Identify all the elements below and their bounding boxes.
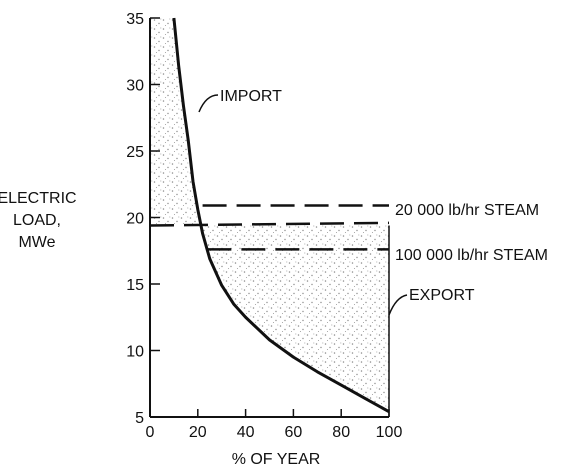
y-axis-title-line-2: LOAD,: [13, 212, 61, 229]
steam-100000-label: 100 000 lb/hr STEAM: [395, 247, 548, 264]
import-leader-line: [198, 94, 219, 113]
x-tick-label: 100: [376, 424, 403, 441]
x-tick-label: 60: [285, 424, 303, 441]
y-tick-label: 20: [126, 211, 144, 228]
export-region: [200, 225, 389, 412]
shaded-regions: [150, 18, 389, 412]
y-tick-label: 5: [135, 410, 144, 427]
x-axis-title: % OF YEAR: [232, 451, 321, 468]
y-tick-label: 35: [126, 11, 144, 28]
y-tick-label: 30: [126, 78, 144, 95]
x-tick-label: 20: [189, 424, 207, 441]
x-tick-label: 80: [332, 424, 350, 441]
annotations: IMPORT 20 000 lb/hr STEAM 100 000 lb/hr ST…: [198, 88, 548, 316]
y-tick-label: 15: [126, 277, 144, 294]
series-lines: [149, 17, 390, 413]
steam-20000-label: 20 000 lb/hr STEAM: [395, 202, 539, 219]
x-tick-label: 0: [146, 424, 155, 441]
import-region: [150, 18, 201, 226]
y-axis-title-line-3: MWe: [18, 234, 55, 251]
load-duration-curve: [172, 17, 390, 413]
export-label: EXPORT: [409, 287, 475, 304]
steam-dashed-line-2: [149, 221, 390, 227]
y-axis-title-line-1: ELECTRIC: [0, 190, 77, 207]
import-label: IMPORT: [220, 88, 282, 105]
y-tick-label: 25: [126, 144, 144, 161]
ticks: 5 10 15 20 25 30 35 0 20 40 60 80 100: [126, 11, 402, 441]
export-leader-line: [388, 294, 408, 316]
x-tick-label: 40: [237, 424, 255, 441]
y-tick-label: 10: [126, 344, 144, 361]
